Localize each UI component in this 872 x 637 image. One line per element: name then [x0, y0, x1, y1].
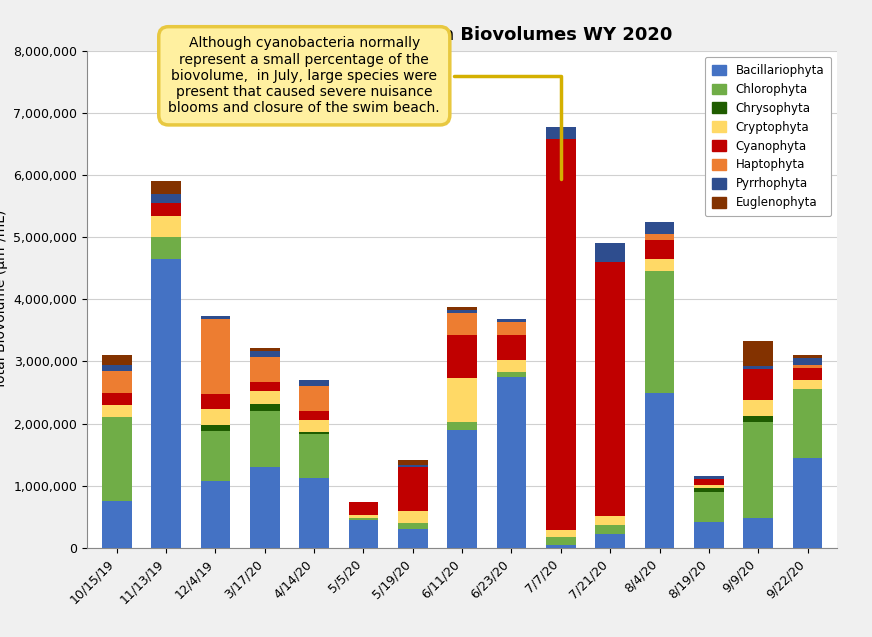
Bar — [398, 529, 427, 548]
Bar — [152, 194, 181, 203]
Bar — [743, 366, 773, 369]
Bar — [644, 271, 674, 392]
Bar — [644, 392, 674, 548]
Bar — [299, 386, 329, 411]
Bar — [793, 458, 822, 548]
Bar — [497, 322, 527, 335]
Bar — [644, 259, 674, 271]
Bar — [596, 526, 625, 534]
Bar — [644, 222, 674, 234]
Bar — [644, 240, 674, 259]
Bar — [447, 430, 477, 548]
Bar — [447, 422, 477, 430]
Bar — [743, 400, 773, 415]
Bar — [349, 515, 378, 518]
Bar — [349, 520, 378, 548]
Bar — [793, 389, 822, 458]
Bar — [596, 262, 625, 516]
Bar — [349, 503, 378, 515]
Bar — [743, 518, 773, 548]
Bar — [497, 360, 527, 372]
Bar — [398, 523, 427, 529]
Bar — [250, 382, 280, 391]
Bar — [299, 434, 329, 478]
Bar — [102, 405, 132, 417]
Bar — [447, 313, 477, 335]
Y-axis label: Total Biovolume (µm³/mL): Total Biovolume (µm³/mL) — [0, 210, 8, 389]
Bar — [201, 410, 230, 425]
Bar — [644, 234, 674, 240]
Bar — [152, 215, 181, 237]
Bar — [152, 259, 181, 548]
Bar — [743, 422, 773, 518]
Bar — [152, 238, 181, 259]
Bar — [743, 369, 773, 400]
Bar — [398, 461, 427, 465]
Bar — [447, 307, 477, 310]
Bar — [793, 364, 822, 368]
Bar — [694, 492, 724, 522]
Bar — [250, 357, 280, 382]
Bar — [102, 392, 132, 405]
Bar — [201, 319, 230, 394]
Bar — [201, 481, 230, 548]
Bar — [447, 310, 477, 313]
Bar — [694, 476, 724, 479]
Bar — [596, 516, 625, 526]
Bar — [102, 417, 132, 501]
Bar — [102, 355, 132, 364]
Bar — [201, 316, 230, 319]
Bar — [497, 319, 527, 322]
Bar — [250, 351, 280, 357]
Bar — [299, 433, 329, 434]
Bar — [250, 391, 280, 404]
Bar — [250, 467, 280, 548]
Bar — [102, 371, 132, 392]
Bar — [152, 203, 181, 215]
Bar — [299, 411, 329, 420]
Bar — [694, 488, 724, 492]
Legend: Bacillariophyta, Chlorophyta, Chrysophyta, Cryptophyta, Cyanophyta, Haptophyta, : Bacillariophyta, Chlorophyta, Chrysophyt… — [705, 57, 831, 217]
Bar — [596, 534, 625, 548]
Bar — [497, 377, 527, 548]
Bar — [447, 378, 477, 422]
Bar — [250, 412, 280, 467]
Bar — [250, 404, 280, 412]
Bar — [743, 341, 773, 366]
Bar — [793, 359, 822, 364]
Bar — [546, 139, 576, 531]
Bar — [743, 415, 773, 422]
Bar — [546, 545, 576, 548]
Bar — [793, 368, 822, 380]
Bar — [299, 420, 329, 433]
Bar — [102, 364, 132, 371]
Bar — [546, 531, 576, 536]
Bar — [694, 522, 724, 548]
Bar — [349, 518, 378, 520]
Bar — [793, 380, 822, 389]
Bar — [201, 425, 230, 431]
Bar — [201, 431, 230, 481]
Bar — [447, 335, 477, 378]
Bar — [497, 335, 527, 360]
Bar — [596, 243, 625, 262]
Bar — [299, 478, 329, 548]
Bar — [398, 467, 427, 511]
Text: Although cyanobacteria normally
represent a small percentage of the
biovolume,  : Although cyanobacteria normally represen… — [168, 36, 561, 178]
Bar — [793, 355, 822, 359]
Bar — [398, 511, 427, 523]
Bar — [201, 394, 230, 410]
Bar — [152, 182, 181, 194]
Bar — [546, 536, 576, 545]
Bar — [497, 372, 527, 377]
Title: Total Phytoplankton Biovolumes WY 2020: Total Phytoplankton Biovolumes WY 2020 — [251, 26, 673, 44]
Bar — [102, 501, 132, 548]
Bar — [694, 485, 724, 488]
Bar — [694, 479, 724, 485]
Bar — [250, 348, 280, 351]
Bar — [299, 380, 329, 386]
Bar — [546, 127, 576, 139]
Bar — [398, 465, 427, 467]
